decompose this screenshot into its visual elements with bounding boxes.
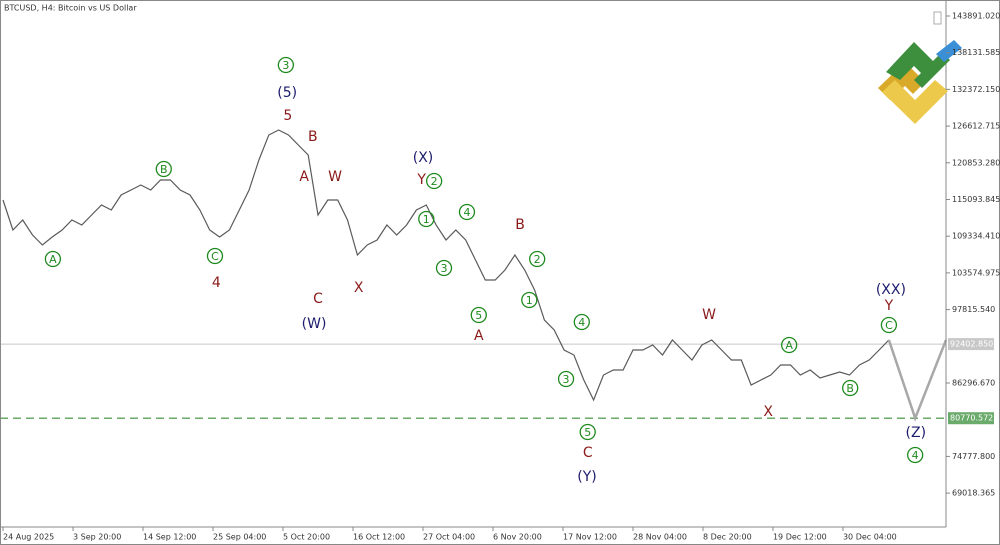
wave-circle: [426, 172, 443, 190]
wave-circle: [458, 203, 476, 221]
wave-circle: [579, 423, 596, 441]
wave-label: 4: [212, 275, 221, 291]
x-tick-label: 5 Oct 20:00: [283, 533, 330, 542]
wave-label: C: [885, 319, 893, 332]
wave-circle: [470, 306, 487, 324]
wave-circle: [435, 259, 453, 277]
wave-label: X: [763, 404, 773, 420]
wave-label: A: [299, 169, 309, 185]
projection-line: [887, 339, 948, 422]
x-tick-label: 17 Nov 12:00: [563, 533, 617, 542]
y-tick-label: 138131.585: [952, 48, 1000, 57]
y-tick-label: 120853.280: [952, 158, 1000, 167]
wave-label: A: [785, 339, 793, 352]
y-tick-label: 86296.670: [952, 379, 995, 388]
wave-label: B: [515, 217, 525, 233]
x-tick-label: 3 Sep 20:00: [73, 533, 121, 542]
wave-label: 5: [475, 309, 482, 322]
wave-label: B: [160, 163, 168, 176]
wave-label: C: [211, 250, 219, 263]
y-tick-label: 74777.800: [952, 452, 995, 461]
wave-label: C: [583, 445, 593, 461]
wave-circle: [529, 250, 546, 268]
wave-label: B: [846, 382, 854, 395]
x-tick-label: 14 Sep 12:00: [143, 533, 196, 542]
x-tick-label: 16 Oct 12:00: [353, 533, 405, 542]
wave-label: X: [354, 280, 364, 296]
wave-circle: [907, 446, 924, 464]
wave-label: 2: [431, 175, 438, 188]
wave-label: 4: [578, 316, 585, 329]
x-tick-label: 28 Nov 04:00: [633, 533, 687, 542]
wave-circle: [573, 313, 590, 331]
wave-label: 5: [283, 108, 292, 124]
wave-label: Y: [884, 298, 894, 314]
logo: [878, 40, 962, 124]
x-tick-label: 8 Dec 20:00: [703, 533, 752, 542]
wave-label: 1: [423, 213, 430, 226]
chart-title: BTCUSD, H4: Bitcoin vs US Dollar: [4, 4, 137, 13]
wave-label: 3: [440, 262, 447, 275]
x-tick-label: 6 Nov 20:00: [493, 533, 542, 542]
y-tick-label: 109334.410: [952, 232, 1000, 241]
wave-circle: [842, 379, 859, 397]
wave-circle: [418, 210, 435, 228]
wave-label: 3: [563, 373, 570, 386]
y-tick-label: 115093.845: [952, 195, 1000, 204]
wave-label: C: [313, 291, 323, 307]
wave-label: 2: [534, 253, 541, 266]
level-label: 92402.850: [950, 340, 993, 349]
x-tick-label: 27 Oct 04:00: [423, 533, 475, 542]
wave-circle: [781, 336, 798, 354]
y-tick-label: 69018.365: [952, 489, 995, 498]
y-tick-label: 97815.540: [952, 305, 995, 314]
wave-circle: [880, 316, 898, 334]
x-tick-label: 25 Sep 04:00: [213, 533, 266, 542]
y-tick-label: 126612.715: [952, 122, 1000, 131]
wave-label: (Z): [906, 425, 927, 441]
wave-label: 5: [584, 426, 591, 439]
wave-circle: [155, 160, 172, 178]
plot-area: 3(5)5BA WC(W)BA C4 X(X)Y 2143B215A435C(Y)WAB…: [0, 56, 948, 485]
x-tick-label: 19 Dec 12:00: [773, 533, 827, 542]
x-tick-label: 30 Dec 04:00: [843, 533, 897, 542]
wave-label: (5): [277, 85, 297, 101]
wave-label: B: [308, 129, 318, 145]
x-tick-label: 24 Aug 2025: [3, 533, 54, 542]
level-label-bg: [948, 412, 994, 425]
wave-label: 1: [526, 294, 533, 307]
wave-circle: [206, 247, 224, 265]
wave-label: 3: [282, 59, 289, 72]
y-tick-label: 132372.150: [952, 85, 1000, 94]
wave-label: A: [49, 253, 57, 266]
wave-label: Y: [416, 172, 426, 188]
level-label: 80770.572: [950, 414, 993, 423]
scale-button[interactable]: [933, 11, 942, 25]
wave-label: A: [474, 328, 484, 344]
wave-circle: [557, 370, 575, 388]
level-label-bg: [948, 338, 994, 351]
wave-label: W: [328, 169, 342, 185]
price-line: [2, 129, 890, 402]
wave-label: 4: [912, 449, 919, 462]
y-tick-label: 143891.020: [952, 11, 1000, 20]
wave-label: (Y): [577, 469, 596, 485]
wave-label: (XX): [876, 282, 906, 298]
wave-circle: [277, 56, 294, 74]
wave-circle: [44, 250, 62, 268]
y-tick-label: 103574.975: [952, 268, 1000, 277]
wave-label: W: [702, 307, 716, 323]
wave-label: 4: [463, 206, 470, 219]
wave-label: (W): [302, 316, 327, 332]
wave-circle: [521, 291, 538, 309]
wave-label: (X): [413, 150, 434, 166]
